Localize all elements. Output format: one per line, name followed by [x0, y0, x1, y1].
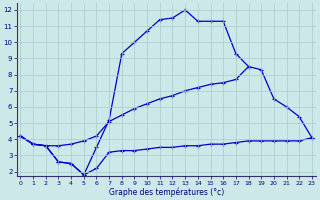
X-axis label: Graphe des températures (°c): Graphe des températures (°c): [108, 187, 224, 197]
